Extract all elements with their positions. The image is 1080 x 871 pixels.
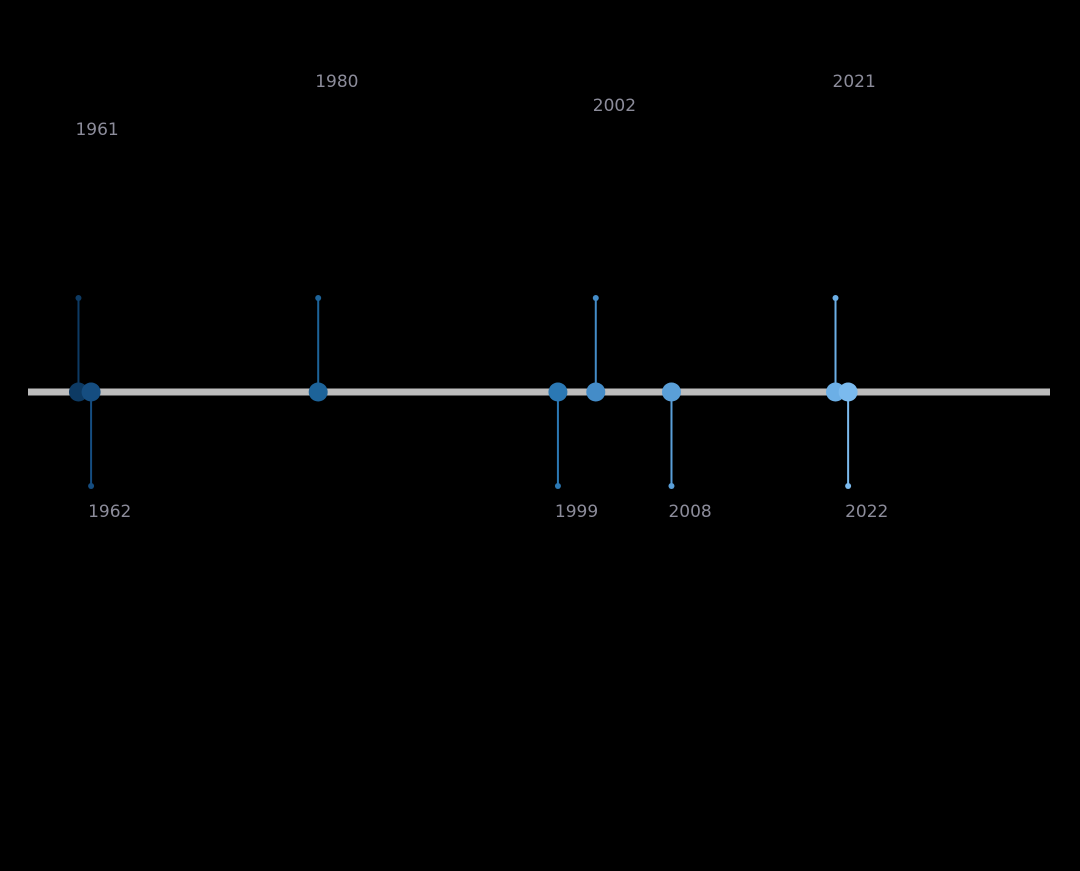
event-label: 1961	[75, 120, 118, 140]
stem-end	[88, 483, 95, 489]
stem-end	[832, 295, 839, 301]
event-label: 1999	[555, 502, 598, 522]
event-label: 2021	[833, 72, 876, 92]
event-label: 1980	[315, 72, 358, 92]
stem-end	[592, 295, 599, 301]
event-label: 1962	[88, 502, 131, 522]
event-dot	[838, 382, 858, 402]
event-dot	[81, 382, 101, 402]
stem-end	[668, 483, 675, 489]
event-dot	[548, 382, 568, 402]
stem-end	[845, 483, 852, 489]
stem-end	[75, 295, 82, 301]
event-dot	[308, 382, 328, 402]
event-dot	[586, 382, 606, 402]
event-dot	[661, 382, 681, 402]
event-label: 2022	[845, 502, 888, 522]
event-label: 2008	[668, 502, 711, 522]
stem-end	[315, 295, 322, 301]
event-label: 2002	[593, 96, 636, 116]
stem-end	[554, 483, 561, 489]
